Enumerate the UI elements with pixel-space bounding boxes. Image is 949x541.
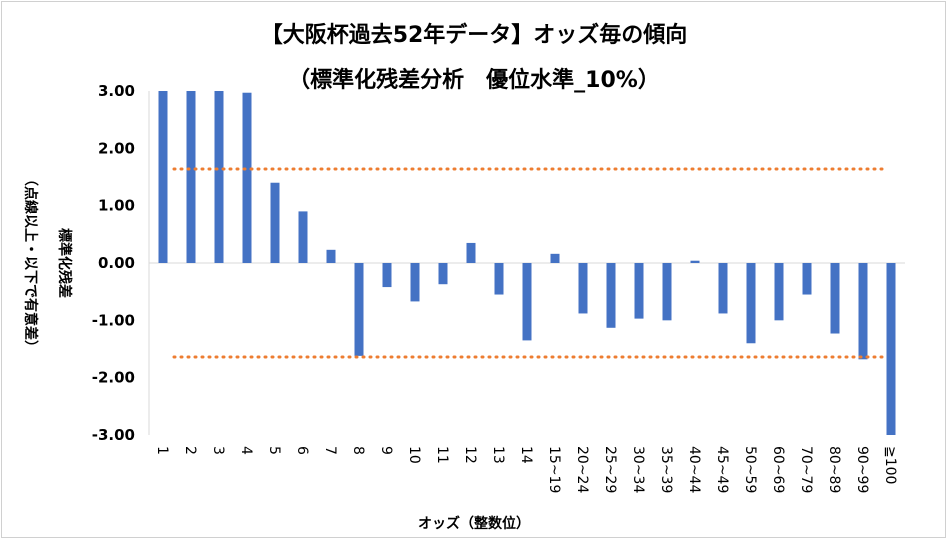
bar — [186, 91, 196, 263]
bar — [746, 263, 756, 344]
x-tick-label: 4 — [238, 446, 254, 455]
bar — [242, 92, 252, 263]
bar — [298, 211, 308, 263]
bar — [858, 263, 868, 360]
bar — [690, 260, 700, 263]
bar — [606, 263, 616, 328]
x-tick-label: 3 — [210, 446, 226, 455]
bar — [886, 263, 896, 435]
x-tick-label: 20~24 — [574, 446, 590, 493]
bar — [382, 263, 392, 288]
y-axis-label-note: （点線以上・以下で有意差） — [22, 172, 39, 354]
x-tick-label: 12 — [462, 446, 478, 464]
x-tick-label: 35~39 — [658, 446, 674, 493]
x-tick-label: 7 — [322, 446, 338, 455]
bar — [438, 263, 448, 285]
bar — [550, 253, 560, 263]
y-axis-label: 標準化残差 — [56, 228, 73, 298]
y-tick-label: -1.00 — [92, 311, 135, 329]
bar — [326, 249, 336, 263]
y-tick-label: 1.00 — [98, 197, 135, 215]
x-tick-label: 80~89 — [826, 446, 842, 493]
bar — [634, 263, 644, 319]
bar — [662, 263, 672, 321]
x-tick-label: ≧100 — [882, 446, 898, 484]
y-tick-label: 2.00 — [98, 139, 135, 157]
bar — [158, 91, 168, 263]
bar — [354, 263, 364, 356]
x-tick-label: 45~49 — [714, 446, 730, 493]
bar — [830, 263, 840, 334]
bar — [774, 263, 784, 321]
bar — [410, 263, 420, 302]
bar — [802, 263, 812, 295]
y-tick-label: 3.00 — [98, 82, 135, 100]
x-tick-label: 70~79 — [798, 446, 814, 493]
x-tick-label: 25~29 — [602, 446, 618, 493]
y-tick-label: -2.00 — [92, 369, 135, 387]
y-tick-label: -3.00 — [92, 426, 135, 444]
bar — [578, 263, 588, 314]
x-tick-label: 13 — [490, 446, 506, 464]
chart-title: 【大阪杯過去52年データ】オッズ毎の傾向 — [261, 22, 688, 48]
x-tick-label: 15~19 — [546, 446, 562, 493]
chart-subtitle: （標準化残差分析 優位水準_10%） — [288, 67, 660, 93]
x-tick-label: 8 — [350, 446, 366, 455]
plot-area: 3.002.001.000.00-1.00-2.00-3.001 2 3 4 5 6 7 8 9… — [92, 82, 905, 493]
y-tick-label: 0.00 — [98, 254, 135, 272]
x-tick-label: 50~59 — [742, 446, 758, 493]
bar — [214, 91, 224, 263]
x-tick-label: 9 — [378, 446, 394, 455]
x-tick-label: 90~99 — [854, 446, 870, 493]
x-tick-label: 5 — [266, 446, 282, 455]
x-axis-label: オッズ（整数位） — [418, 515, 530, 532]
x-tick-label: 10 — [406, 446, 422, 464]
bar — [466, 242, 476, 263]
x-tick-label: 2 — [182, 446, 198, 455]
bar — [494, 263, 504, 295]
bar — [270, 182, 280, 263]
x-tick-label: 40~44 — [686, 446, 702, 493]
x-tick-label: 14 — [518, 446, 534, 464]
bar — [718, 263, 728, 314]
x-tick-label: 6 — [294, 446, 310, 455]
x-tick-label: 60~69 — [770, 446, 786, 493]
bar — [522, 263, 532, 341]
x-tick-label: 1 — [154, 446, 170, 455]
x-tick-label: 30~34 — [630, 446, 646, 493]
x-tick-label: 11 — [434, 446, 450, 464]
